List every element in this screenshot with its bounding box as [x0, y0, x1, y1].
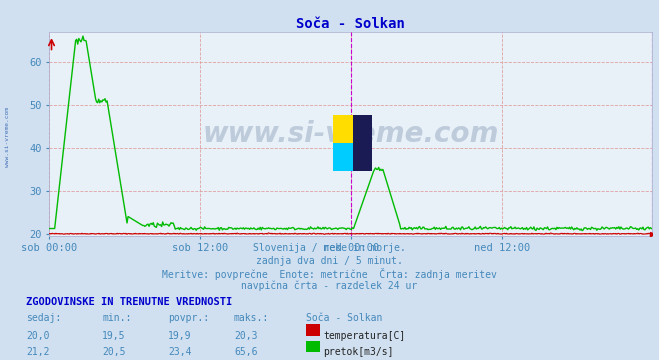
- Text: 21,2: 21,2: [26, 347, 50, 357]
- Text: www.si-vreme.com: www.si-vreme.com: [203, 120, 499, 148]
- Text: sedaj:: sedaj:: [26, 313, 61, 323]
- Text: navpična črta - razdelek 24 ur: navpična črta - razdelek 24 ur: [241, 281, 418, 291]
- Text: 19,5: 19,5: [102, 331, 126, 341]
- Bar: [333, 115, 353, 143]
- Text: povpr.:: povpr.:: [168, 313, 209, 323]
- Text: 19,9: 19,9: [168, 331, 192, 341]
- Text: Meritve: povprečne  Enote: metrične  Črta: zadnja meritev: Meritve: povprečne Enote: metrične Črta:…: [162, 268, 497, 280]
- Text: min.:: min.:: [102, 313, 132, 323]
- Text: 20,0: 20,0: [26, 331, 50, 341]
- Title: Soča - Solkan: Soča - Solkan: [297, 17, 405, 31]
- Text: Soča - Solkan: Soča - Solkan: [306, 313, 383, 323]
- Text: Slovenija / reke in morje.: Slovenija / reke in morje.: [253, 243, 406, 253]
- Bar: [353, 115, 372, 171]
- Text: pretok[m3/s]: pretok[m3/s]: [324, 347, 394, 357]
- Text: maks.:: maks.:: [234, 313, 269, 323]
- Bar: [333, 143, 353, 171]
- Text: 23,4: 23,4: [168, 347, 192, 357]
- Text: www.si-vreme.com: www.si-vreme.com: [5, 107, 11, 167]
- Text: zadnja dva dni / 5 minut.: zadnja dva dni / 5 minut.: [256, 256, 403, 266]
- Text: 65,6: 65,6: [234, 347, 258, 357]
- Text: 20,5: 20,5: [102, 347, 126, 357]
- Text: temperatura[C]: temperatura[C]: [324, 331, 406, 341]
- Text: ZGODOVINSKE IN TRENUTNE VREDNOSTI: ZGODOVINSKE IN TRENUTNE VREDNOSTI: [26, 297, 233, 307]
- Text: 20,3: 20,3: [234, 331, 258, 341]
